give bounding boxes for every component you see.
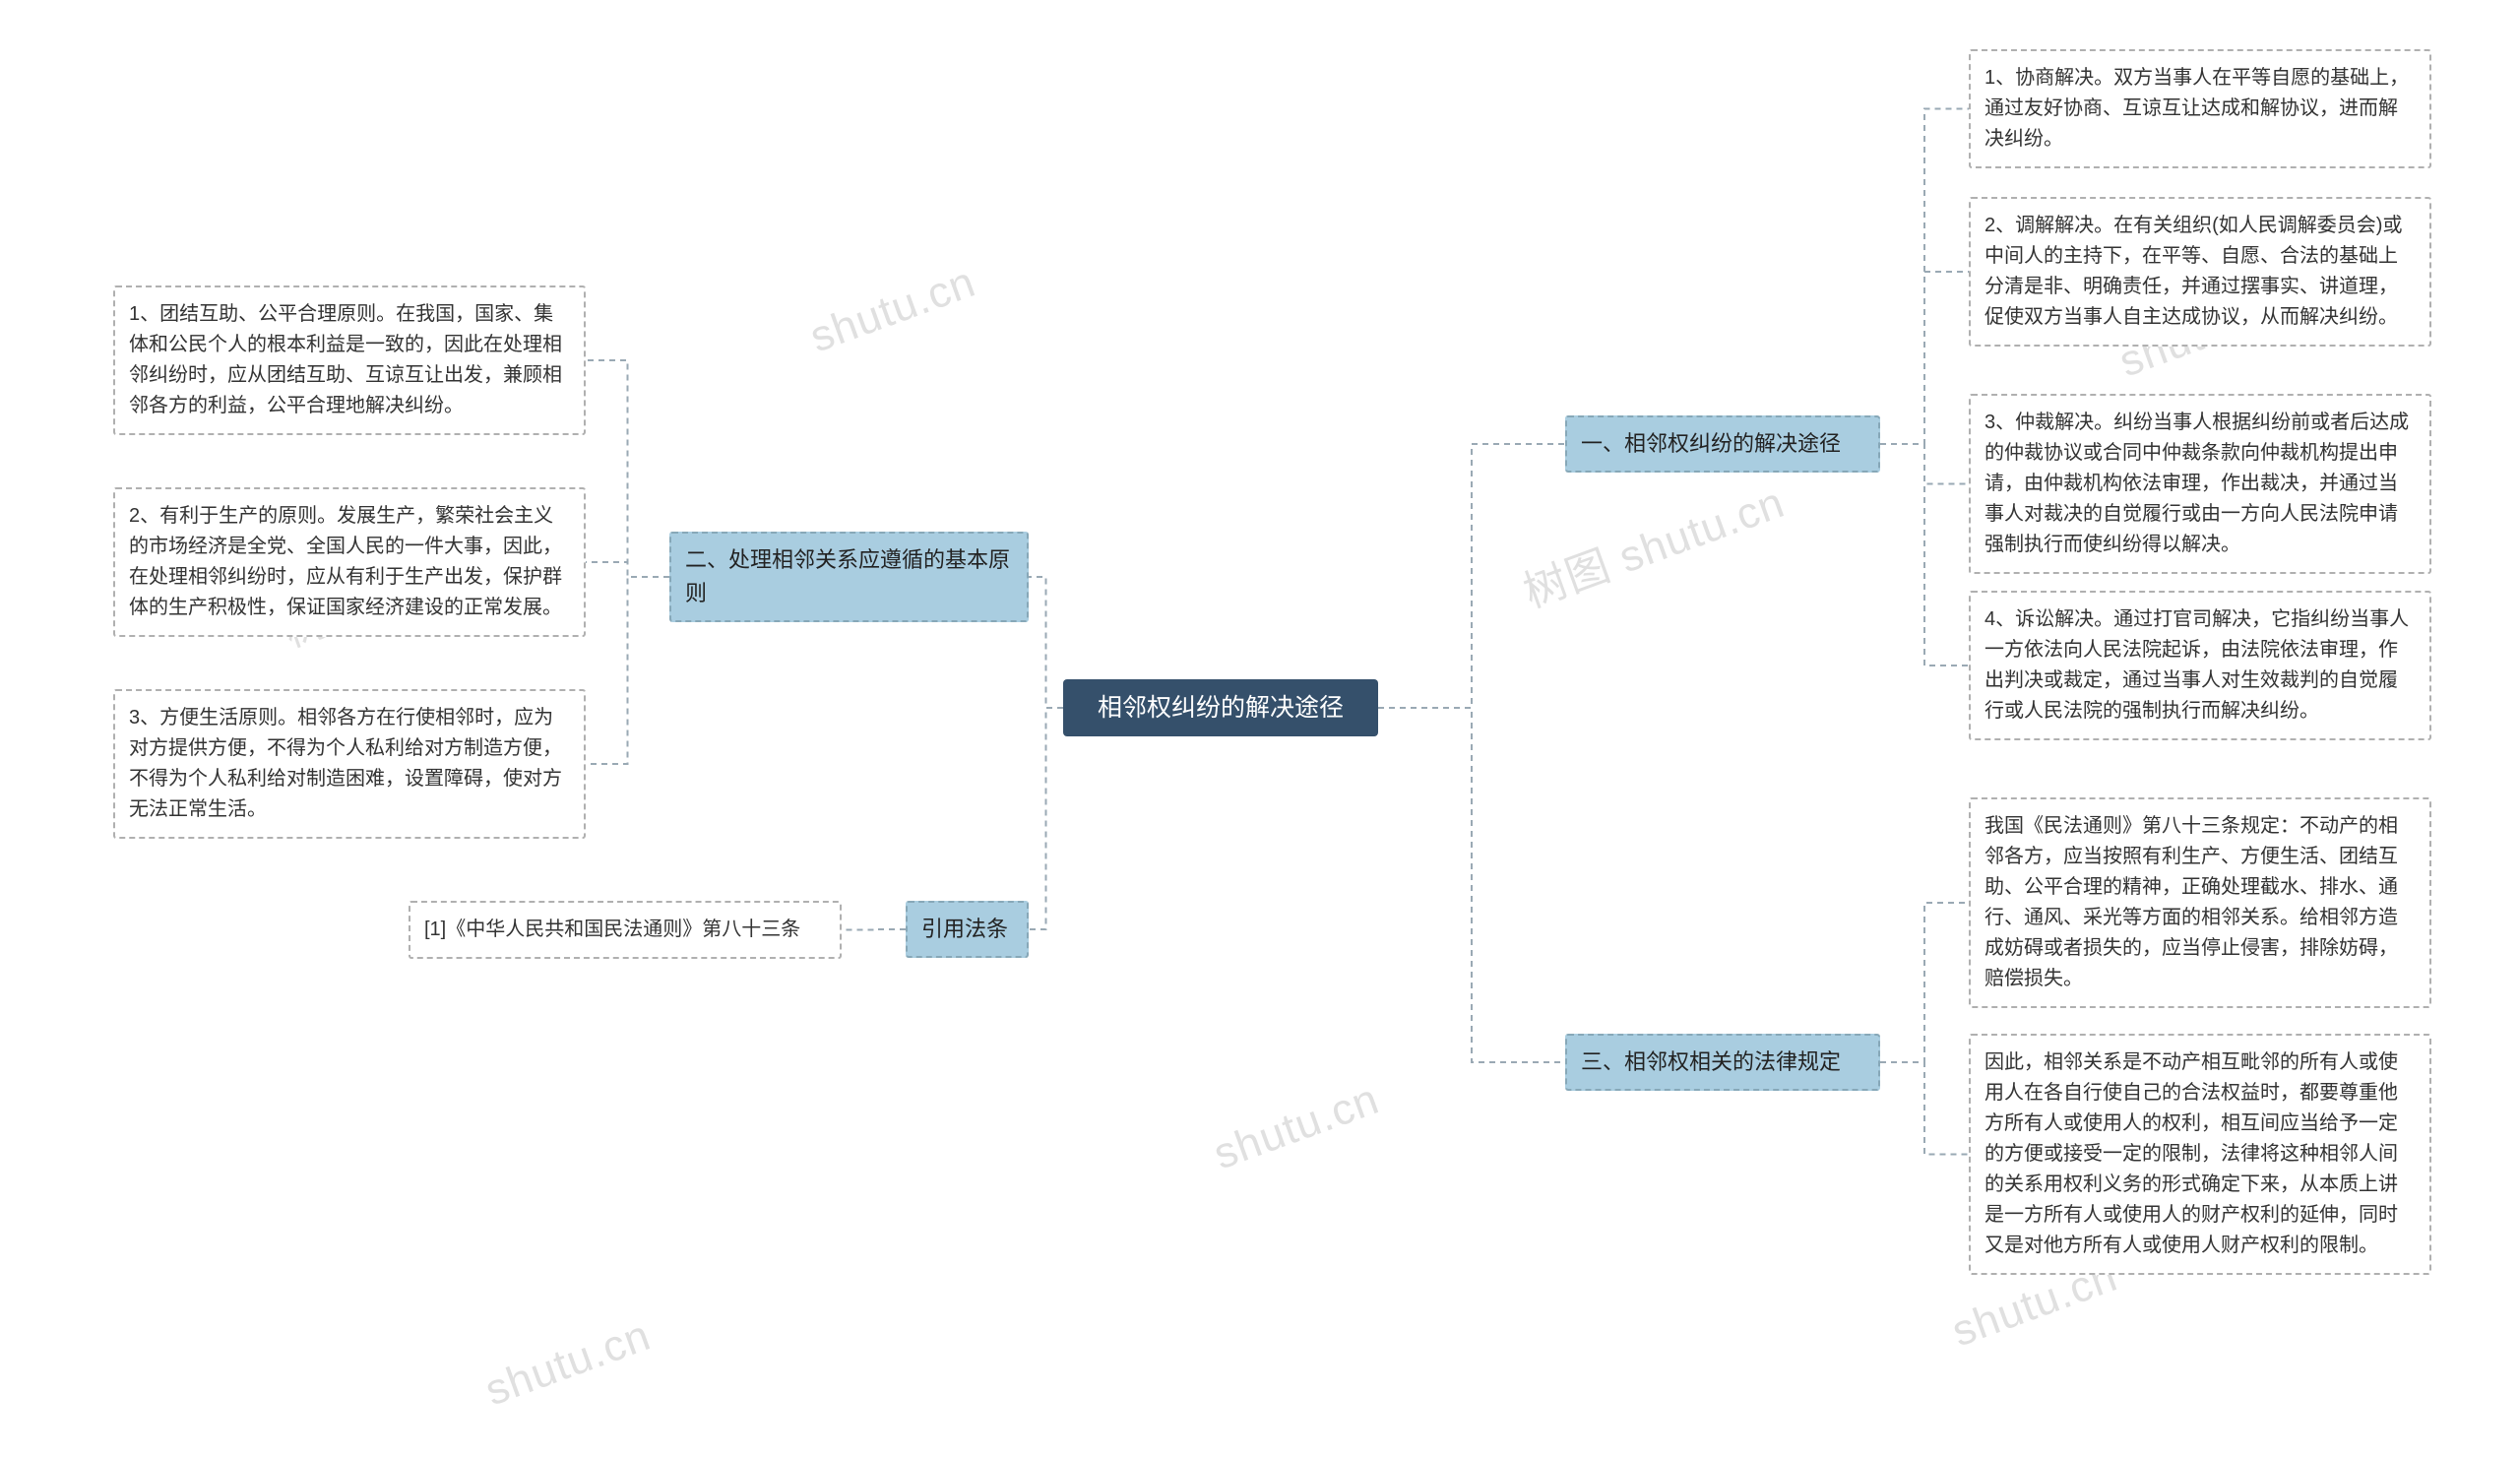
leaf-node: 3、仲裁解决。纠纷当事人根据纠纷前或者后达成的仲裁协议或合同中仲裁条款向仲裁机构… bbox=[1969, 394, 2431, 574]
branch-node: 二、处理相邻关系应遵循的基本原则 bbox=[669, 532, 1029, 622]
leaf-node: 2、有利于生产的原则。发展生产，繁荣社会主义的市场经济是全党、全国人民的一件大事… bbox=[113, 487, 586, 637]
leaf-node: [1]《中华人民共和国民法通则》第八十三条 bbox=[409, 901, 842, 959]
leaf-node: 我国《民法通则》第八十三条规定：不动产的相邻各方，应当按照有利生产、方便生活、团… bbox=[1969, 797, 2431, 1008]
leaf-node: 1、团结互助、公平合理原则。在我国，国家、集体和公民个人的根本利益是一致的，因此… bbox=[113, 285, 586, 435]
branch-node: 一、相邻权纠纷的解决途径 bbox=[1565, 415, 1880, 473]
leaf-node: 3、方便生活原则。相邻各方在行使相邻时，应为对方提供方便，不得为个人私利给对方制… bbox=[113, 689, 586, 839]
leaf-node: 4、诉讼解决。通过打官司解决，它指纠纷当事人一方依法向人民法院起诉，由法院依法审… bbox=[1969, 591, 2431, 740]
leaf-node: 2、调解解决。在有关组织(如人民调解委员会)或中间人的主持下，在平等、自愿、合法… bbox=[1969, 197, 2431, 347]
branch-node: 三、相邻权相关的法律规定 bbox=[1565, 1034, 1880, 1091]
leaf-node: 因此，相邻关系是不动产相互毗邻的所有人或使用人在各自行使自己的合法权益时，都要尊… bbox=[1969, 1034, 2431, 1275]
leaf-node: 1、协商解决。双方当事人在平等自愿的基础上，通过友好协商、互谅互让达成和解协议，… bbox=[1969, 49, 2431, 168]
watermark: shutu.cn bbox=[479, 1311, 658, 1417]
watermark: shutu.cn bbox=[1208, 1075, 1386, 1180]
watermark: 树图 shutu.cn bbox=[1513, 467, 1792, 619]
root-node: 相邻权纠纷的解决途径 bbox=[1063, 679, 1378, 736]
branch-node: 引用法条 bbox=[906, 901, 1029, 958]
watermark: shutu.cn bbox=[804, 258, 982, 363]
